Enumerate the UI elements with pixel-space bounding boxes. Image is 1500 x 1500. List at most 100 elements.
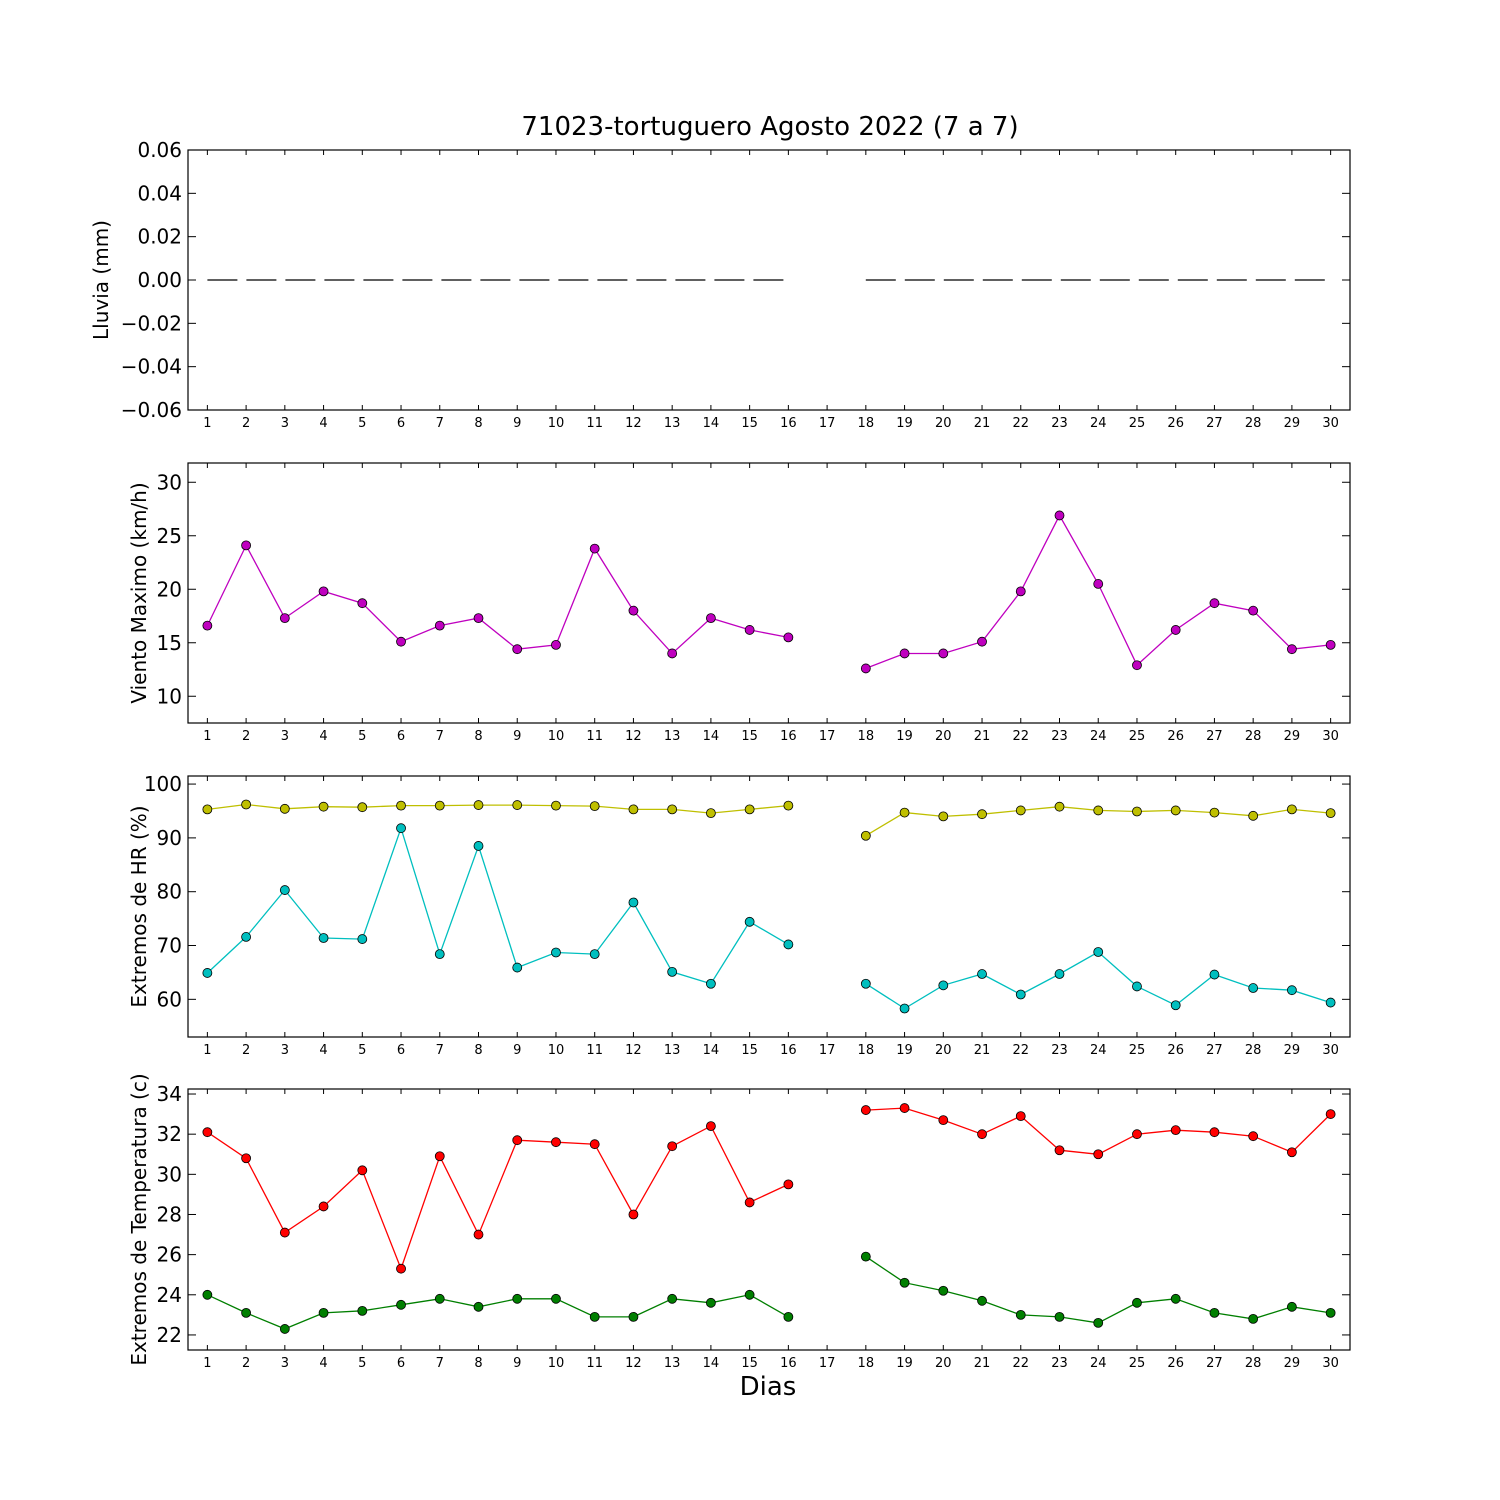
- temperature-y-axis-label: Extremos de Temperatura (c): [127, 1073, 151, 1365]
- temperature-series-1-line: [207, 1294, 789, 1330]
- x-tick-label: 26: [1167, 1043, 1184, 1058]
- temperature-series-0-point: [318, 1201, 329, 1212]
- x-tick-label: 9: [513, 1356, 521, 1371]
- x-tick-label: 5: [358, 729, 366, 744]
- temperature-series-1-point: [202, 1289, 213, 1300]
- wind-series-0-point: [396, 636, 406, 647]
- x-tick-label: 8: [474, 1043, 482, 1058]
- temperature-series-1-point: [1015, 1309, 1026, 1320]
- x-tick-label: 16: [780, 1043, 797, 1058]
- humidity-series-0-point: [1054, 801, 1065, 812]
- humidity-series-1-point: [1248, 983, 1259, 993]
- humidity-series-1-point: [512, 962, 523, 973]
- humidity-series-0-point: [860, 830, 871, 841]
- x-tick-label: 14: [703, 1356, 720, 1371]
- wind-series-0-point: [783, 632, 794, 643]
- y-tick-label: 60: [157, 987, 182, 1011]
- x-tick-label: 25: [1129, 1043, 1146, 1058]
- temperature-series-0-point: [899, 1103, 910, 1113]
- temperature-series-1-point: [396, 1299, 406, 1310]
- wind-series-0-point: [977, 636, 987, 647]
- y-tick-label: 0.02: [137, 225, 182, 249]
- x-tick-label: 26: [1167, 1356, 1184, 1371]
- temperature-series-1-point: [551, 1293, 561, 1304]
- humidity-series-1-point: [318, 933, 329, 943]
- x-tick-label: 22: [1012, 729, 1029, 744]
- humidity-series-1-line: [206, 826, 789, 985]
- temperature-series-0-point: [667, 1141, 678, 1152]
- y-tick-label: −0.02: [121, 311, 182, 335]
- x-tick-label: 3: [281, 729, 289, 744]
- temperature-series-1-point: [434, 1293, 445, 1304]
- x-tick-label: 3: [281, 1356, 289, 1371]
- humidity-series-1-point: [1287, 985, 1297, 996]
- temperature-series-1-point: [473, 1301, 484, 1312]
- x-tick-label: 22: [1012, 1043, 1029, 1058]
- temperature-series-1-point: [783, 1311, 794, 1322]
- humidity-series-1-point: [706, 978, 716, 989]
- x-tick-label: 1: [203, 1043, 211, 1058]
- temperature-series-0-point: [551, 1137, 561, 1148]
- temperature-series-0-point: [783, 1179, 794, 1190]
- humidity-series-1-point: [1325, 997, 1336, 1008]
- x-tick-label: 17: [819, 729, 836, 744]
- x-tick-label: 7: [436, 729, 444, 744]
- wind-series-0-point: [1170, 625, 1181, 635]
- humidity-series-1-point: [279, 885, 290, 895]
- humidity-y-axis-label: Extremos de HR (%): [127, 805, 151, 1007]
- temperature-series-0-point: [1170, 1125, 1181, 1136]
- x-tick-label: 17: [819, 416, 836, 431]
- temperature-series-1-point: [667, 1293, 678, 1304]
- x-tick-label: 12: [625, 729, 642, 744]
- x-tick-label: 20: [935, 729, 952, 744]
- x-tick-label: 14: [703, 416, 720, 431]
- x-tick-label: 3: [281, 1043, 289, 1058]
- wind-series-0-point: [512, 644, 523, 655]
- wind-series-0-point: [589, 543, 600, 554]
- x-tick-label: 10: [548, 729, 565, 744]
- x-tick-label: 21: [974, 1356, 991, 1371]
- chart-title: 71023-tortuguero Agosto 2022 (7 a 7): [521, 112, 1019, 142]
- x-tick-label: 7: [436, 416, 444, 431]
- temperature-series-1-point: [744, 1289, 755, 1300]
- humidity-series-1-point: [628, 897, 639, 908]
- x-tick-label: 22: [1012, 416, 1029, 431]
- humidity-series-0-point: [1170, 805, 1181, 816]
- temperature-series-1-point: [589, 1311, 600, 1322]
- x-tick-label: 20: [935, 1356, 952, 1371]
- y-tick-label: 26: [157, 1243, 182, 1267]
- x-tick-label: 30: [1322, 729, 1339, 744]
- x-tick-label: 26: [1167, 729, 1184, 744]
- humidity-series-0-point: [783, 800, 794, 811]
- y-tick-label: 20: [157, 577, 182, 601]
- temperature-series-1-point: [318, 1307, 329, 1318]
- rain-y-axis-label: Lluvia (mm): [89, 220, 113, 340]
- x-tick-label: 21: [974, 1043, 991, 1058]
- x-tick-label: 15: [741, 416, 758, 431]
- humidity-series-1-point: [783, 939, 794, 950]
- temperature-series-0-point: [589, 1139, 600, 1150]
- temperature-series-0-point: [744, 1197, 755, 1208]
- humidity-series-0-point: [1287, 804, 1297, 815]
- temperature-series-0-point: [1093, 1149, 1104, 1160]
- temperature-series-1-point: [899, 1277, 910, 1288]
- x-tick-label: 29: [1284, 416, 1301, 431]
- humidity-series-1-point: [241, 932, 252, 942]
- x-tick-label: 30: [1322, 416, 1339, 431]
- wind-series-0-point: [279, 613, 290, 624]
- y-tick-label: 0.00: [137, 268, 182, 292]
- x-tick-label: 12: [625, 1356, 642, 1371]
- x-tick-label: 20: [935, 1043, 952, 1058]
- x-tick-label: 30: [1322, 1043, 1339, 1058]
- x-tick-label: 7: [436, 1356, 444, 1371]
- x-tick-label: 21: [974, 729, 991, 744]
- x-tick-label: 2: [242, 729, 250, 744]
- x-tick-label: 18: [858, 416, 875, 431]
- wind-series-0-point: [551, 639, 561, 650]
- humidity-series-0-point: [1093, 805, 1104, 816]
- y-tick-label: 15: [157, 631, 182, 655]
- wind-series-0-point: [1054, 510, 1065, 521]
- y-tick-label: −0.04: [121, 355, 182, 379]
- wind-y-axis-label: Viento Maximo (km/h): [127, 482, 151, 703]
- x-tick-label: 18: [858, 1356, 875, 1371]
